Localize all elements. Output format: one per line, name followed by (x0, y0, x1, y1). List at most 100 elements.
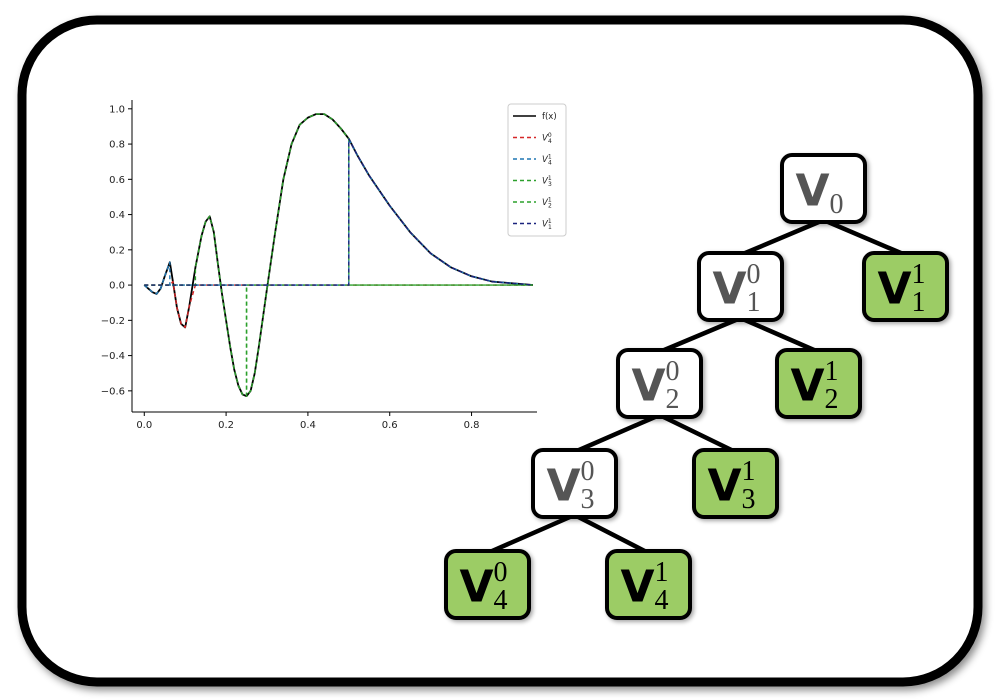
x-tick-label: 0.8 (464, 420, 480, 431)
node-symbol: V (791, 361, 825, 412)
legend-sup: 1 (548, 175, 552, 182)
node-subscript: 2 (825, 384, 839, 415)
y-tick-label: −0.6 (101, 386, 125, 397)
series-line-v11 (144, 138, 533, 286)
y-tick-label: 0.8 (109, 140, 125, 151)
node-symbol: V (621, 562, 655, 613)
y-tick-label: 1.0 (109, 104, 125, 115)
node-symbol: V (632, 361, 666, 412)
tree-node-box (780, 153, 867, 224)
legend-symbol: V (542, 134, 549, 144)
tree-node-v30: V 03 (531, 448, 618, 519)
legend-symbol: V (542, 198, 549, 208)
x-tick-label: 0.0 (136, 420, 152, 431)
x-tick-label: 0.2 (218, 420, 234, 431)
legend-sup: 1 (548, 154, 552, 161)
node-subscript: 1 (747, 287, 761, 318)
y-tick-label: 0.4 (109, 210, 125, 221)
node-superscript: 0 (581, 456, 595, 487)
node-subscript: 3 (742, 484, 756, 515)
tree-node-box (697, 251, 784, 322)
legend-symbol: V (542, 177, 549, 187)
node-subscript: 2 (666, 384, 680, 415)
node-symbol: V (878, 264, 912, 315)
node-superscript: 0 (494, 557, 508, 588)
tree-edges (485, 217, 908, 556)
legend-sub: 2 (548, 203, 552, 210)
tree-node-v41: V 14 (605, 549, 692, 620)
plot-axes (131, 100, 537, 413)
legend-symbol: V (542, 155, 549, 165)
x-tick-label: 0.6 (382, 420, 398, 431)
y-tick-label: 0.0 (109, 281, 125, 292)
node-superscript: 1 (912, 259, 926, 290)
series-line-v40 (144, 280, 533, 329)
y-tick-label: −0.4 (101, 351, 125, 362)
tree-node-v40: V 04 (444, 549, 531, 620)
tree-nodes: V 0V 01 V 11V 02 V 12V 03 V 13V 04 V 14 (444, 153, 949, 620)
node-subscript: 4 (494, 585, 508, 616)
legend-entry: f(x) (542, 112, 557, 122)
node-subscript: 3 (581, 484, 595, 515)
legend-sub: 1 (548, 224, 552, 231)
legend-box (507, 103, 567, 237)
legend-sub: 3 (548, 181, 552, 188)
node-symbol: V (713, 264, 747, 315)
tree-edge (485, 512, 577, 556)
node-symbol: V (708, 461, 742, 512)
plot-legend: f(x)V0 4V1 4V1 3V1 2V1 1 (507, 103, 567, 237)
tree-node-box (862, 251, 949, 322)
y-tick-label: −0.2 (101, 316, 125, 327)
y-axis-ticks: −0.6 −0.4 −0.2 0.0 0.2 0.4 0.6 0.8 1.0 (101, 104, 132, 397)
legend-sup: 0 (548, 132, 552, 139)
legend-label: f(x) (542, 112, 557, 122)
legend-entry: V1 2 (542, 197, 552, 210)
x-axis-ticks: 0.0 0.2 0.4 0.6 0.8 (136, 412, 479, 431)
node-superscript: 1 (825, 356, 839, 387)
node-subscript: 1 (912, 287, 926, 318)
node-symbol: V (796, 166, 830, 217)
tree-edge (657, 315, 743, 355)
tree-node-v11: V 11 (862, 251, 949, 322)
node-subscript: 0 (830, 189, 844, 220)
tree-node-v10: V 01 (697, 251, 784, 322)
series-line-v41 (143, 138, 533, 295)
plot-series (143, 113, 533, 398)
legend-entry: V1 1 (542, 218, 552, 231)
node-symbol: V (460, 562, 494, 613)
node-superscript: 0 (747, 259, 761, 290)
node-superscript: 1 (742, 456, 756, 487)
y-tick-label: 0.6 (109, 175, 125, 186)
legend-sub: 4 (548, 160, 552, 167)
node-superscript: 0 (666, 356, 680, 387)
tree-node-box (531, 448, 618, 519)
legend-symbol: V (542, 220, 549, 230)
legend-sub: 4 (548, 138, 552, 145)
node-superscript: 1 (655, 557, 669, 588)
tree-node-box (775, 348, 862, 419)
node-subscript: 4 (655, 585, 669, 616)
legend-entry: V1 4 (542, 154, 552, 167)
tree-edge (657, 412, 738, 455)
tree-edge (821, 217, 908, 258)
legend-sup: 1 (548, 218, 552, 225)
legend-sup: 1 (548, 197, 552, 204)
legend-entry: V1 3 (542, 175, 552, 188)
node-symbol: V (547, 461, 581, 512)
x-tick-label: 0.4 (300, 420, 316, 431)
tree-node-v31: V 13 (692, 448, 779, 519)
legend-entry: V0 4 (542, 132, 552, 145)
series-line-v21 (144, 113, 533, 397)
tree-node-box (616, 348, 703, 419)
tree-node-v20: V 02 (616, 348, 703, 419)
tree-node-box (692, 448, 779, 519)
function-plot: 0.0 0.2 0.4 0.6 0.8 −0.6 −0.4 −0.2 0.0 0.2 0.4 0.6… (101, 100, 567, 431)
tree-edge (738, 315, 821, 355)
tree-edge (572, 412, 662, 455)
tree-node-box (605, 549, 692, 620)
tree-edge (738, 217, 826, 258)
subspace-tree: V 0V 01 V 11V 02 V 12V 03 V 13V 04 V 14 (444, 153, 949, 620)
y-tick-label: 0.2 (109, 245, 125, 256)
